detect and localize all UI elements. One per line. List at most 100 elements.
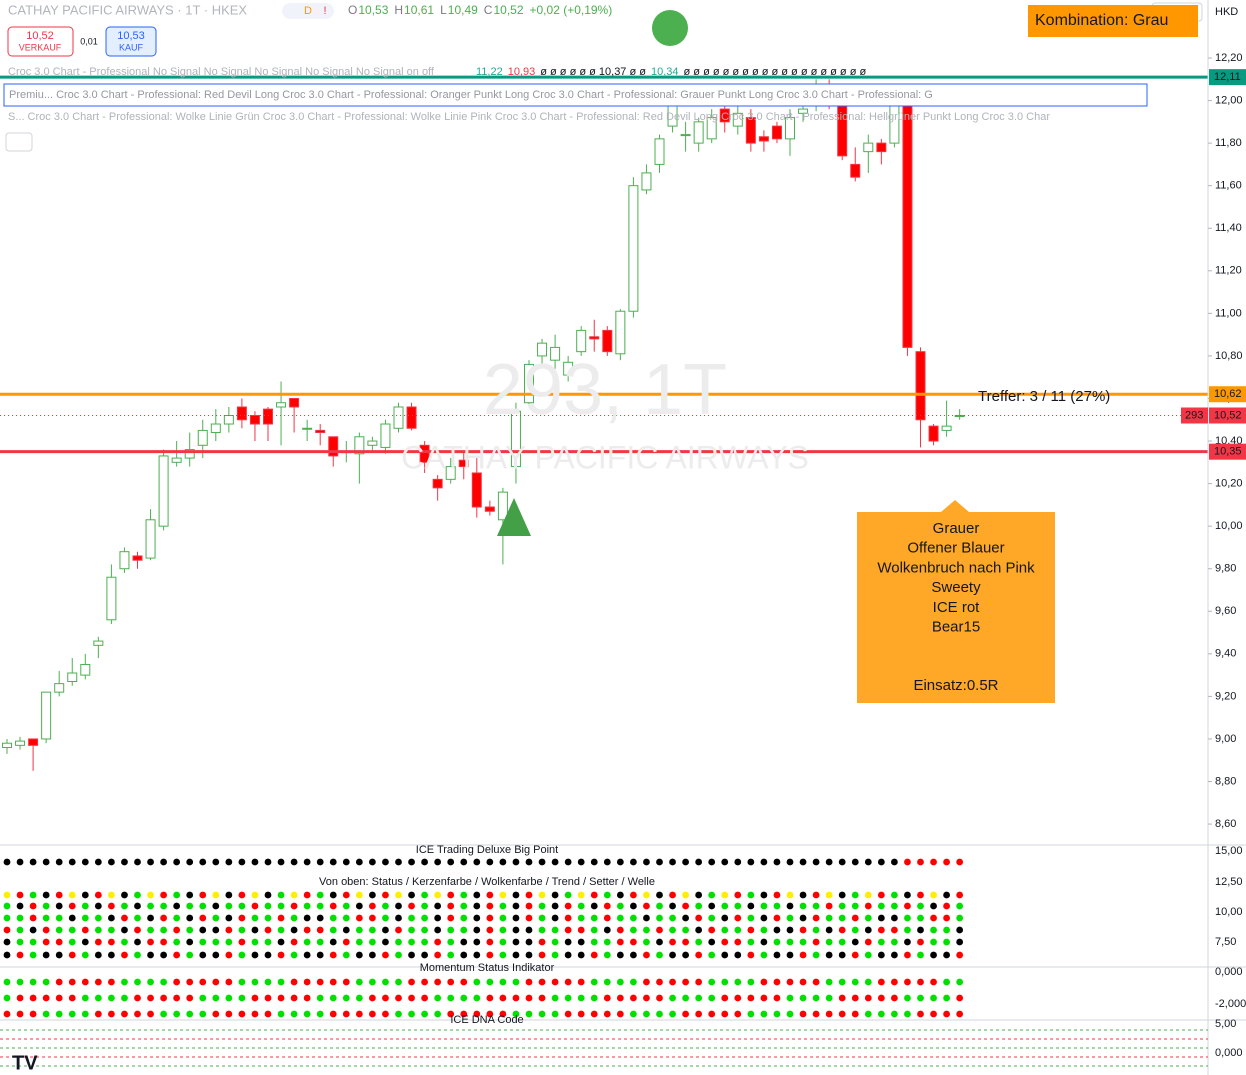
status-dot [682, 858, 689, 866]
status-dot [812, 858, 820, 866]
status-dot [408, 926, 415, 934]
status-dot [108, 914, 115, 922]
status-dot [316, 891, 324, 899]
status-dot [251, 891, 259, 899]
status-dot [825, 902, 833, 910]
panel-tick-label: 10,00 [1215, 906, 1243, 918]
status-dot [616, 951, 624, 959]
status-dot [369, 1010, 376, 1018]
status-dot [460, 902, 468, 910]
status-dot [447, 978, 455, 986]
status-dot [160, 902, 168, 910]
candle-body [785, 117, 795, 140]
status-dot [55, 858, 63, 866]
status-dot [264, 914, 272, 922]
status-dot [447, 926, 455, 934]
status-dot [382, 951, 389, 959]
status-dot [891, 891, 898, 899]
status-dot [786, 978, 794, 986]
status-dot [825, 1010, 833, 1018]
candle-body [563, 361, 574, 376]
status-dot [812, 914, 820, 922]
candle-body [197, 429, 208, 446]
status-dot [186, 1010, 194, 1018]
currency[interactable]: HKD [1215, 6, 1238, 18]
status-dot [747, 1010, 755, 1018]
status-dot [147, 914, 154, 922]
status-dot [369, 926, 376, 934]
status-dot [669, 926, 676, 934]
status-dot [551, 978, 559, 986]
status-dot [29, 1010, 37, 1018]
indicator-legend-box[interactable] [3, 83, 1148, 107]
status-dot [238, 1010, 246, 1018]
panel-title: ICE DNA Code [450, 1014, 523, 1026]
status-dot [355, 891, 363, 899]
status-dot [238, 891, 246, 899]
status-dot [512, 926, 520, 934]
status-dot [786, 902, 794, 910]
collapse-button[interactable] [5, 132, 33, 152]
y-tick-label: 9,40 [1215, 648, 1236, 660]
status-dot [643, 1010, 650, 1018]
status-dot [160, 891, 168, 899]
status-dot [669, 902, 676, 910]
indicator-legend: S... Croc 3.0 Chart - Professional: Wolk… [8, 111, 1050, 123]
status-dot [225, 891, 233, 899]
status-dot [238, 951, 246, 959]
status-dot [512, 1010, 520, 1018]
status-dot [395, 891, 402, 899]
status-dot [656, 994, 663, 1002]
status-dot [760, 858, 768, 866]
status-dot [616, 902, 624, 910]
status-dot [303, 914, 311, 922]
status-dot [199, 926, 207, 934]
status-dot [525, 891, 533, 899]
status-dot [499, 994, 507, 1002]
status-dot [460, 994, 468, 1002]
status-dot [395, 858, 402, 866]
status-dot [799, 978, 807, 986]
status-dot [656, 1010, 663, 1018]
status-dot [186, 994, 194, 1002]
status-dot [538, 914, 546, 922]
candle-body [354, 436, 365, 455]
status-dot [29, 914, 37, 922]
status-dot [734, 951, 742, 959]
y-tick-label: 9,00 [1215, 733, 1236, 745]
status-dot [121, 938, 128, 946]
status-dot [473, 938, 481, 946]
status-dot [551, 994, 559, 1002]
status-dot [199, 951, 207, 959]
status-dot [68, 978, 76, 986]
status-dot [369, 891, 376, 899]
buy-button[interactable] [105, 26, 157, 57]
indicator-value: 10,34 [651, 66, 679, 78]
status-dot [277, 994, 285, 1002]
status-dot [55, 891, 63, 899]
status-dot [904, 902, 911, 910]
sell-button[interactable] [7, 26, 74, 57]
status-dot [708, 858, 716, 866]
status-dot [838, 994, 846, 1002]
status-dot [81, 994, 89, 1002]
status-dot [525, 914, 533, 922]
status-dot [590, 978, 598, 986]
legend-icons[interactable] [1015, 86, 1145, 104]
status-dot [460, 938, 468, 946]
candle-body [497, 491, 508, 521]
status-dot [564, 914, 572, 922]
status-dot [160, 994, 168, 1002]
status-dot [303, 994, 311, 1002]
note-box [857, 512, 1055, 703]
status-dot [486, 994, 494, 1002]
status-dot [734, 858, 742, 866]
candle-body [158, 455, 169, 527]
candle-body [863, 142, 874, 153]
status-dot [956, 926, 964, 934]
status-dot [825, 938, 833, 946]
status-dot [525, 938, 533, 946]
status-dot [395, 951, 402, 959]
status-dot [747, 994, 755, 1002]
status-dot [199, 902, 207, 910]
